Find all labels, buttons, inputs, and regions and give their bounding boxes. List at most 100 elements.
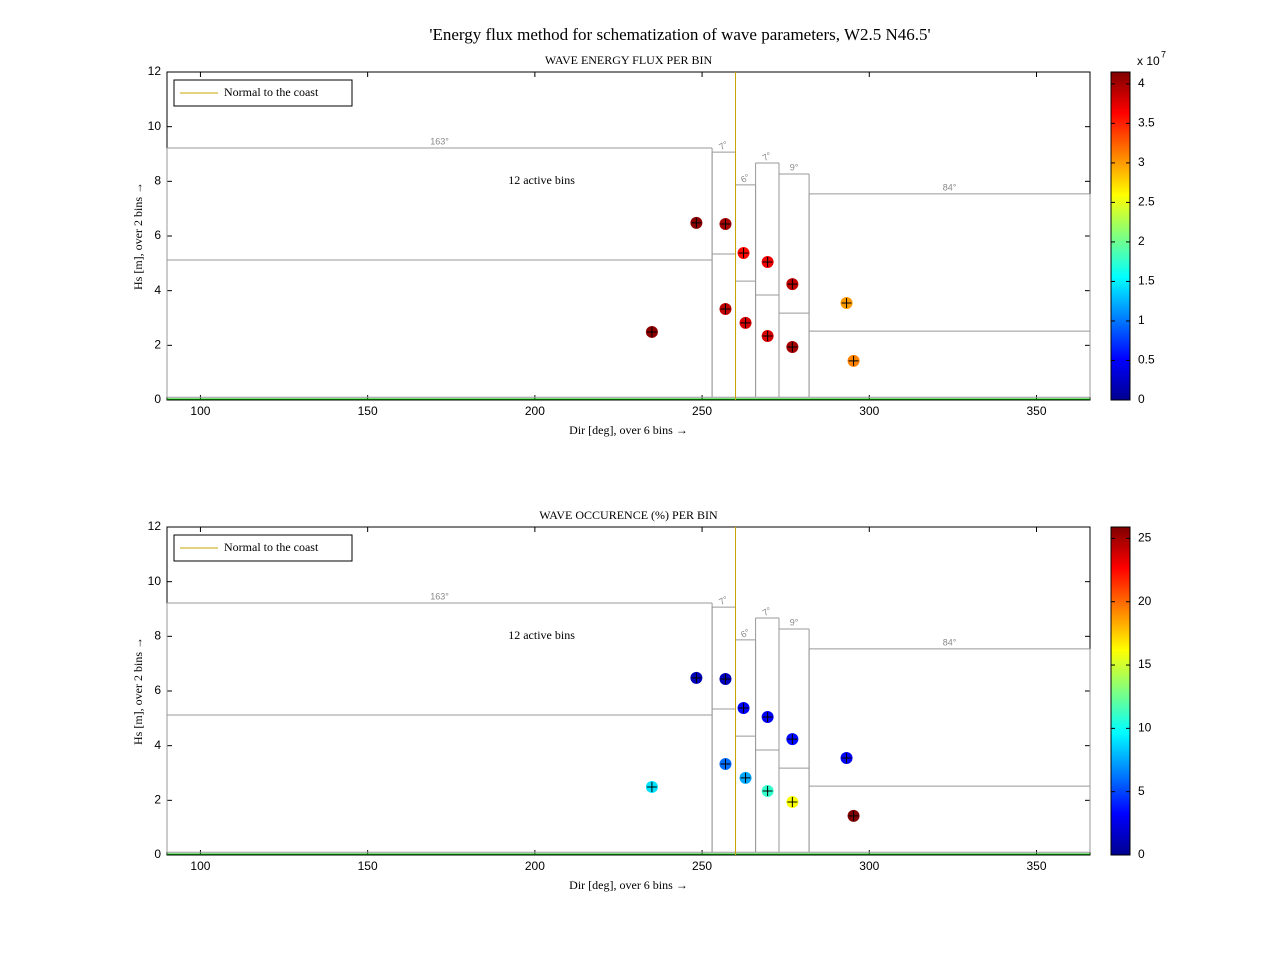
annotation: 12 active bins	[508, 173, 575, 187]
marker-plus	[762, 711, 773, 722]
x-tick-label: 200	[525, 404, 545, 418]
colorbar-tick-label: 10	[1138, 721, 1152, 735]
data-point	[690, 671, 703, 684]
marker-plus	[841, 297, 852, 308]
marker-plus	[738, 247, 749, 258]
y-tick-label: 10	[148, 119, 162, 133]
y-axis-label: Hs [m], over 2 bins →	[131, 182, 145, 290]
data-point	[847, 809, 860, 822]
colorbar-tick-label: 0.5	[1138, 353, 1155, 367]
marker-plus	[762, 256, 773, 267]
x-tick-label: 200	[525, 859, 545, 873]
x-axis-label: Dir [deg], over 6 bins →	[569, 878, 688, 892]
marker-plus	[740, 772, 751, 783]
marker-plus	[787, 341, 798, 352]
bin-label: 84°	[943, 182, 957, 192]
y-tick-label: 2	[154, 338, 161, 352]
colorbar-tick-label: 25	[1138, 531, 1152, 545]
y-tick-label: 12	[148, 519, 162, 533]
x-tick-label: 350	[1026, 859, 1046, 873]
x-tick-label: 100	[190, 859, 210, 873]
marker-plus	[720, 758, 731, 769]
data-point	[690, 216, 703, 229]
data-point	[737, 701, 750, 714]
colorbar-exponent: x 10	[1137, 54, 1160, 68]
colorbar-tick-label: 20	[1138, 594, 1152, 608]
data-point	[737, 246, 750, 259]
data-point	[719, 302, 732, 315]
axes-title: WAVE OCCURENCE (%) PER BIN	[539, 508, 718, 522]
data-point	[786, 733, 799, 746]
data-point	[761, 255, 774, 268]
data-point	[645, 325, 658, 338]
legend-label: Normal to the coast	[224, 85, 319, 99]
x-tick-label: 300	[859, 404, 879, 418]
y-tick-label: 0	[154, 847, 161, 861]
colorbar-tick-label: 5	[1138, 784, 1145, 798]
colorbar-tick-label: 2.5	[1138, 195, 1155, 209]
y-tick-label: 12	[148, 64, 162, 78]
x-tick-label: 100	[190, 404, 210, 418]
bin-label: 163°	[430, 136, 449, 146]
y-tick-label: 4	[154, 283, 161, 297]
data-point	[645, 780, 658, 793]
data-point	[786, 795, 799, 808]
data-point	[847, 354, 860, 367]
colorbar-tick-label: 15	[1138, 657, 1152, 671]
colorbar	[1110, 526, 1131, 856]
plot-area	[166, 526, 1091, 856]
data-point	[739, 771, 752, 784]
colorbar-tick-label: 3	[1138, 155, 1145, 169]
bin-label: 84°	[943, 637, 957, 647]
figure-title: 'Energy flux method for schematization o…	[429, 25, 930, 44]
marker-plus	[787, 796, 798, 807]
colorbar-tick-label: 1	[1138, 313, 1145, 327]
marker-plus	[848, 810, 859, 821]
marker-plus	[762, 331, 773, 342]
data-point	[786, 340, 799, 353]
colorbar-exponent-power: 7	[1161, 49, 1166, 59]
y-tick-label: 8	[154, 174, 161, 188]
bin-label: 9°	[790, 162, 799, 172]
x-tick-label: 150	[358, 859, 378, 873]
x-tick-label: 300	[859, 859, 879, 873]
x-tick-label: 150	[358, 404, 378, 418]
data-point	[761, 710, 774, 723]
marker-plus	[740, 317, 751, 328]
y-tick-label: 2	[154, 793, 161, 807]
y-tick-label: 10	[148, 574, 162, 588]
marker-plus	[762, 786, 773, 797]
colorbar-tick-label: 0	[1138, 392, 1145, 406]
plot-area	[166, 71, 1091, 401]
bin-label: 163°	[430, 591, 449, 601]
annotation: 12 active bins	[508, 628, 575, 642]
colorbar	[1110, 71, 1131, 401]
marker-plus	[841, 752, 852, 763]
data-point	[719, 757, 732, 770]
y-tick-label: 0	[154, 392, 161, 406]
x-tick-label: 350	[1026, 404, 1046, 418]
data-point	[786, 278, 799, 291]
y-tick-label: 6	[154, 228, 161, 242]
colorbar-tick-label: 2	[1138, 234, 1145, 248]
marker-plus	[646, 326, 657, 337]
data-point	[840, 296, 853, 309]
colorbar-tick-label: 4	[1138, 76, 1145, 90]
x-tick-label: 250	[692, 404, 712, 418]
colorbar-tick-label: 1.5	[1138, 274, 1155, 288]
data-point	[719, 672, 732, 685]
colorbar-tick-label: 3.5	[1138, 116, 1155, 130]
bin-label: 9°	[790, 617, 799, 627]
y-tick-label: 6	[154, 683, 161, 697]
y-tick-label: 8	[154, 629, 161, 643]
data-point	[840, 751, 853, 764]
marker-plus	[646, 781, 657, 792]
y-axis-label: Hs [m], over 2 bins →	[131, 637, 145, 745]
marker-plus	[720, 218, 731, 229]
marker-plus	[720, 673, 731, 684]
data-point	[761, 785, 774, 798]
marker-plus	[691, 672, 702, 683]
y-tick-label: 4	[154, 738, 161, 752]
marker-plus	[691, 217, 702, 228]
